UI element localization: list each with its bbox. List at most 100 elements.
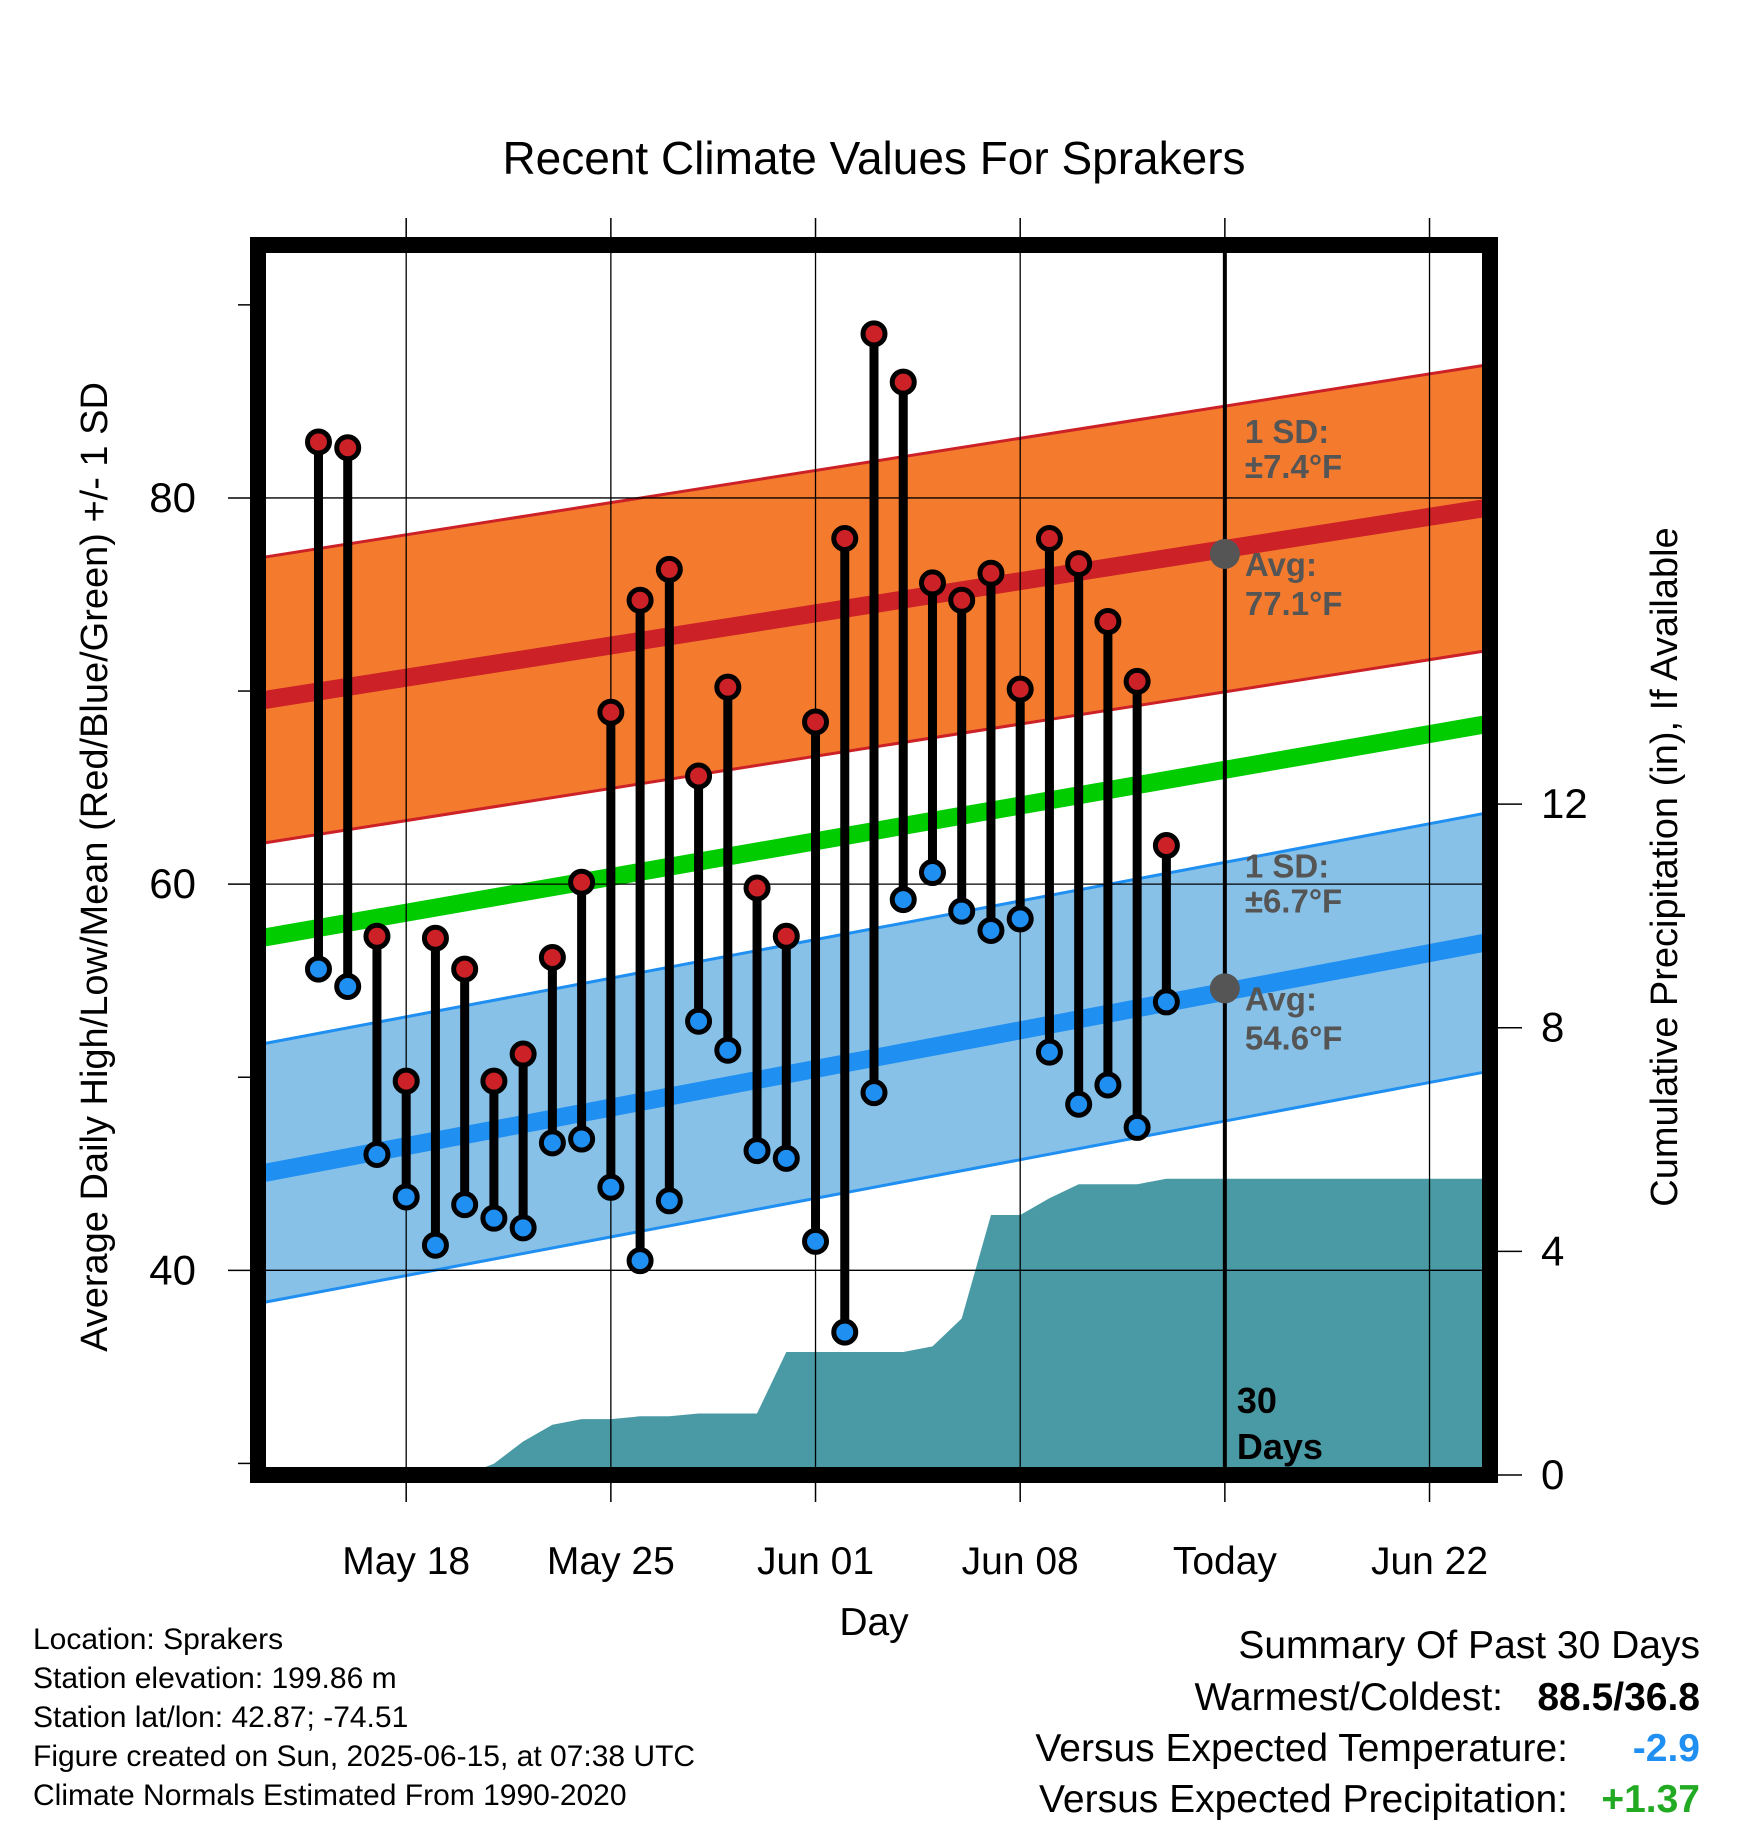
daily-high-point [714,673,742,701]
daily-high-point [451,955,479,983]
daily-high-point [860,320,888,348]
daily-low-point [451,1191,479,1219]
chart-title: Recent Climate Values For Sprakers [502,132,1245,184]
warmest-coldest-label: Warmest/Coldest: [1194,1676,1503,1719]
daily-low-point [509,1214,537,1242]
daily-low-point [685,1007,713,1035]
daily-low-point [626,1247,654,1275]
summary-panel: Summary Of Past 30 Days Warmest/Coldest:… [1035,1620,1700,1825]
today-window-label-0: 30 [1237,1380,1277,1421]
daily-high-point [597,698,625,726]
warmest-coldest-value: 88.5/36.8 [1537,1676,1700,1719]
summary-warmest-coldest: Warmest/Coldest: 88.5/36.8 [1035,1672,1700,1723]
high-annotation-sd-value: ±7.4°F [1245,448,1342,485]
elevation-text: Station elevation: 199.86 m [33,1662,397,1695]
daily-high-point [948,586,976,614]
daily-high-point [304,428,332,456]
precip-departure-value: +1.37 [1601,1778,1700,1821]
high-annotation-sd-label: 1 SD: [1245,413,1329,450]
daily-low-point [304,955,332,983]
low-annotation-sd-value: ±6.7°F [1245,882,1342,919]
daily-high-point [421,924,449,952]
daily-low-point [421,1231,449,1259]
daily-low-point [918,859,946,887]
today-low-avg-marker [1209,973,1240,1004]
y-axis-label-left: Average Daily High/Low/Mean (Red/Blue/Gr… [74,382,116,1352]
daily-high-point [363,922,391,950]
precip-area [377,1178,1488,1475]
daily-low-point [1035,1038,1063,1066]
daily-high-point [334,434,362,462]
daily-low-point [977,916,1005,944]
daily-low-point [802,1227,830,1255]
daily-low-point [655,1187,683,1215]
daily-low-point [480,1204,508,1232]
temp-departure-label: Versus Expected Temperature: [1035,1727,1568,1770]
x-tick-label-5: Jun 22 [1371,1540,1488,1583]
x-tick-label-4: Today [1173,1540,1278,1583]
daily-low-point [743,1137,771,1165]
daily-high-point [1035,525,1063,553]
station-info: Location: Sprakers Station elevation: 19… [33,1620,695,1815]
y-tick-label-right-3: 12 [1541,780,1588,827]
x-axis-label: Day [839,1601,909,1644]
daily-high-point [626,586,654,614]
summary-precipitation: Versus Expected Precipitation: +1.37 [1035,1774,1700,1825]
daily-low-point [1123,1113,1151,1141]
daily-high-point [831,525,859,553]
daily-low-point [538,1129,566,1157]
daily-high-point [685,762,713,790]
low-annotation-sd-label: 1 SD: [1245,847,1329,884]
plot-inner [258,245,1490,1475]
daily-high-point [772,922,800,950]
daily-low-point [860,1079,888,1107]
daily-high-point [1152,832,1180,860]
low-annotation-avg-value: 54.6°F [1245,1019,1343,1056]
daily-low-point [334,972,362,1000]
daily-high-point [918,569,946,597]
y-axis-label-right: Cumulative Precipitation (in), If Availa… [1644,527,1686,1206]
daily-low-point [363,1140,391,1168]
daily-high-point [538,944,566,972]
y-tick-label-right-0: 0 [1541,1451,1564,1498]
today-high-avg-marker [1209,538,1240,569]
y-tick-label-right-2: 8 [1541,1004,1564,1051]
daily-low-point [392,1183,420,1211]
plot-frame [250,237,1498,1483]
daily-high-point [1123,667,1151,695]
normals-text: Climate Normals Estimated From 1990-2020 [33,1779,627,1812]
daily-low-point [1152,988,1180,1016]
daily-low-point [1065,1090,1093,1118]
low-annotation-avg-label: Avg: [1245,980,1317,1017]
daily-low-point [568,1125,596,1153]
daily-low-point [948,897,976,925]
daily-high-point [802,708,830,736]
x-tick-label-2: Jun 01 [757,1540,874,1583]
daily-high-point [392,1067,420,1095]
y-tick-label-left-2: 80 [149,474,196,521]
x-tick-label-0: May 18 [342,1540,470,1583]
y-tick-label-left-0: 40 [149,1246,196,1293]
daily-low-point [889,886,917,914]
latlon-text: Station lat/lon: 42.87; -74.51 [33,1701,409,1734]
daily-high-point [480,1067,508,1095]
daily-high-point [889,368,917,396]
created-text: Figure created on Sun, 2025-06-15, at 07… [33,1740,696,1773]
daily-low-point [1006,905,1034,933]
daily-high-point [1065,550,1093,578]
daily-high-point [509,1040,537,1068]
y-tick-label-left-1: 60 [149,860,196,907]
precip-departure-label: Versus Expected Precipitation: [1039,1778,1568,1821]
summary-heading: Summary Of Past 30 Days [1238,1624,1700,1667]
daily-low-point [714,1036,742,1064]
x-tick-label-1: May 25 [547,1540,675,1583]
daily-low-point [772,1144,800,1172]
high-annotation-avg-value: 77.1°F [1245,585,1343,622]
daily-high-point [655,555,683,583]
y-tick-label-right-1: 4 [1541,1227,1564,1274]
today-window-label-1: Days [1237,1426,1323,1467]
high-annotation-avg-label: Avg: [1245,546,1317,583]
daily-high-point [568,868,596,896]
